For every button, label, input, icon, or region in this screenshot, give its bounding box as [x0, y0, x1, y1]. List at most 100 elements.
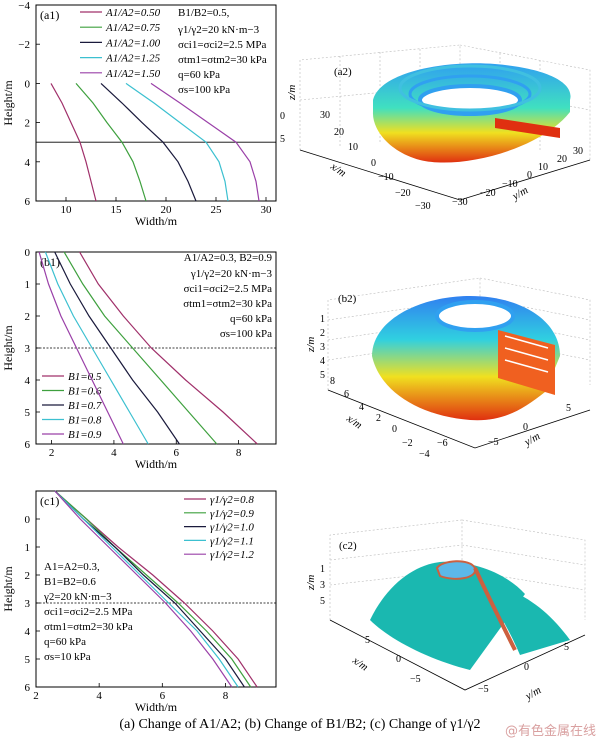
- annotation: σci1=σci2=2.5 MPa: [184, 283, 273, 295]
- svg-text:1: 1: [320, 564, 325, 575]
- panel-label: (c2): [339, 540, 357, 552]
- svg-text:−5: −5: [410, 674, 421, 685]
- y-tick-label: 1: [25, 279, 31, 291]
- legend-label: A1/A2=1.25: [105, 53, 161, 65]
- z-axis-label: z/m: [286, 85, 298, 101]
- y-tick-label: 1: [25, 542, 31, 554]
- z-tick: 5: [280, 134, 285, 145]
- x-axis-label: Width/m: [135, 214, 178, 228]
- svg-text:8: 8: [330, 376, 335, 387]
- series-line: [38, 251, 124, 445]
- annotation: A1/A2=0.3, B2=0.9: [184, 252, 273, 264]
- svg-text:2: 2: [320, 328, 325, 339]
- svg-text:5: 5: [365, 635, 370, 646]
- plot-frame: [35, 490, 277, 688]
- y-tick-label: 4: [25, 157, 31, 169]
- x-ticks-a2: 30 20 10 0 −10 −20 −30: [320, 110, 431, 212]
- y-ticks-c2: −5 0 5: [478, 642, 569, 695]
- x-tick-label: 2: [33, 690, 39, 702]
- svg-text:−20: −20: [395, 188, 411, 199]
- svg-text:5: 5: [320, 596, 325, 607]
- legend-label: γ1/γ2=1.1: [210, 535, 254, 547]
- z-ticks-c2: 1 3 5: [320, 564, 325, 607]
- panel-a2: (a2) z/m 0 5 30 20 10 0 −10 −20 −30 x/m …: [280, 44, 591, 212]
- svg-text:−2: −2: [402, 438, 413, 449]
- y-tick-label: 3: [25, 598, 31, 610]
- x-tick-label: 6: [174, 447, 180, 459]
- y-tick-label: −2: [18, 39, 30, 51]
- annotation: σtm1=σtm2=30 kPa: [183, 298, 272, 310]
- panel-label: (c1): [40, 494, 59, 508]
- legend-label: A1/A2=0.75: [105, 22, 161, 34]
- series-line: [54, 490, 239, 688]
- y-tick-label: 6: [25, 682, 31, 694]
- y-tick-label: 6: [25, 196, 31, 208]
- annotation: σci1=σci2=2.5 MPa: [44, 606, 133, 618]
- svg-text:0: 0: [371, 158, 376, 169]
- annotation: γ1/γ2=20 kN·m−3: [177, 24, 260, 36]
- annotations-c1: A1=A2=0.3, B1=B2=0.6 γ2=20 kN·m−3 σci1=σ…: [43, 561, 133, 663]
- y-tick-label: −4: [18, 0, 30, 12]
- x-ticks-c2: 5 0 −5: [365, 635, 421, 685]
- x-tick-label: 25: [211, 204, 223, 216]
- legend-label: γ1/γ2=0.9: [210, 508, 254, 520]
- svg-text:3: 3: [320, 342, 325, 353]
- svg-text:−30: −30: [415, 201, 431, 212]
- svg-text:−30: −30: [452, 197, 468, 208]
- annotation: q=60 kPa: [230, 313, 272, 325]
- annotation: σs=10 kPa: [44, 651, 91, 663]
- series-line: [63, 251, 218, 445]
- svg-text:0: 0: [396, 654, 401, 665]
- y-tick-label: 0: [25, 247, 31, 259]
- x-tick-label: 10: [61, 204, 73, 216]
- svg-text:4: 4: [320, 356, 325, 367]
- svg-text:10: 10: [348, 142, 358, 153]
- legend-label: B1=0.6: [68, 386, 102, 398]
- x-tick-label: 30: [261, 204, 273, 216]
- annotation: q=60 kPa: [178, 69, 220, 81]
- annotation: B1=B2=0.6: [44, 576, 96, 588]
- svg-text:0: 0: [523, 422, 528, 433]
- svg-text:−20: −20: [480, 188, 496, 199]
- figure-caption: (a) Change of A1/A2; (b) Change of B1/B2…: [119, 717, 481, 732]
- svg-text:1: 1: [320, 314, 325, 325]
- annotations-a1: B1/B2=0.5, γ1/γ2=20 kN·m−3 σci1=σci2=2.5…: [177, 7, 267, 96]
- panel-label: (a1): [40, 8, 59, 22]
- x-axis-label: x/m: [349, 654, 370, 674]
- svg-text:6: 6: [344, 389, 349, 400]
- y-tick-label: 2: [25, 311, 31, 323]
- panel-b2: (b2) z/m 1 2 3 4 5 8 6 4 2 0 −2 −4 −6 x/…: [305, 277, 591, 460]
- svg-text:0: 0: [524, 662, 529, 673]
- svg-text:30: 30: [573, 146, 583, 157]
- dome-hole-b2: [437, 302, 513, 330]
- svg-text:10: 10: [538, 162, 548, 173]
- legend-label: γ1/γ2=1.2: [210, 549, 254, 561]
- legend-label: A1/A2=0.50: [105, 7, 161, 19]
- x-axis-label: x/m: [343, 412, 364, 432]
- series-line: [54, 490, 252, 688]
- y-tick-label: 4: [25, 626, 31, 638]
- annotations-b1: A1/A2=0.3, B2=0.9 γ1/γ2=20 kN·m−3 σci1=σ…: [183, 252, 272, 340]
- svg-text:0: 0: [392, 424, 397, 435]
- annotation: γ2=20 kN·m−3: [43, 591, 112, 603]
- annotation: q=60 kPa: [44, 636, 86, 648]
- svg-text:2: 2: [376, 413, 381, 424]
- plot-frame: [35, 4, 277, 202]
- svg-text:20: 20: [557, 154, 567, 165]
- y-axis-label: Height/m: [1, 80, 15, 126]
- ring-hole-a2: [420, 86, 520, 114]
- watermark: @有色金属在线: [504, 724, 596, 739]
- svg-text:−10: −10: [378, 172, 394, 183]
- annotation: σs=100 kPa: [220, 328, 272, 340]
- legend-label: B1=0.7: [68, 400, 102, 412]
- x-ticks-b2: 8 6 4 2 0 −2 −4 −6: [330, 376, 448, 460]
- legend-label: γ1/γ2=0.8: [210, 494, 254, 506]
- annotation: A1=A2=0.3,: [44, 561, 100, 573]
- y-tick-label: 2: [25, 118, 31, 130]
- y-axis-label: Height/m: [1, 325, 15, 371]
- y-tick-label: 5: [25, 407, 31, 419]
- x-tick-label: 8: [223, 690, 229, 702]
- svg-text:20: 20: [334, 127, 344, 138]
- y-tick-label: 3: [25, 343, 31, 355]
